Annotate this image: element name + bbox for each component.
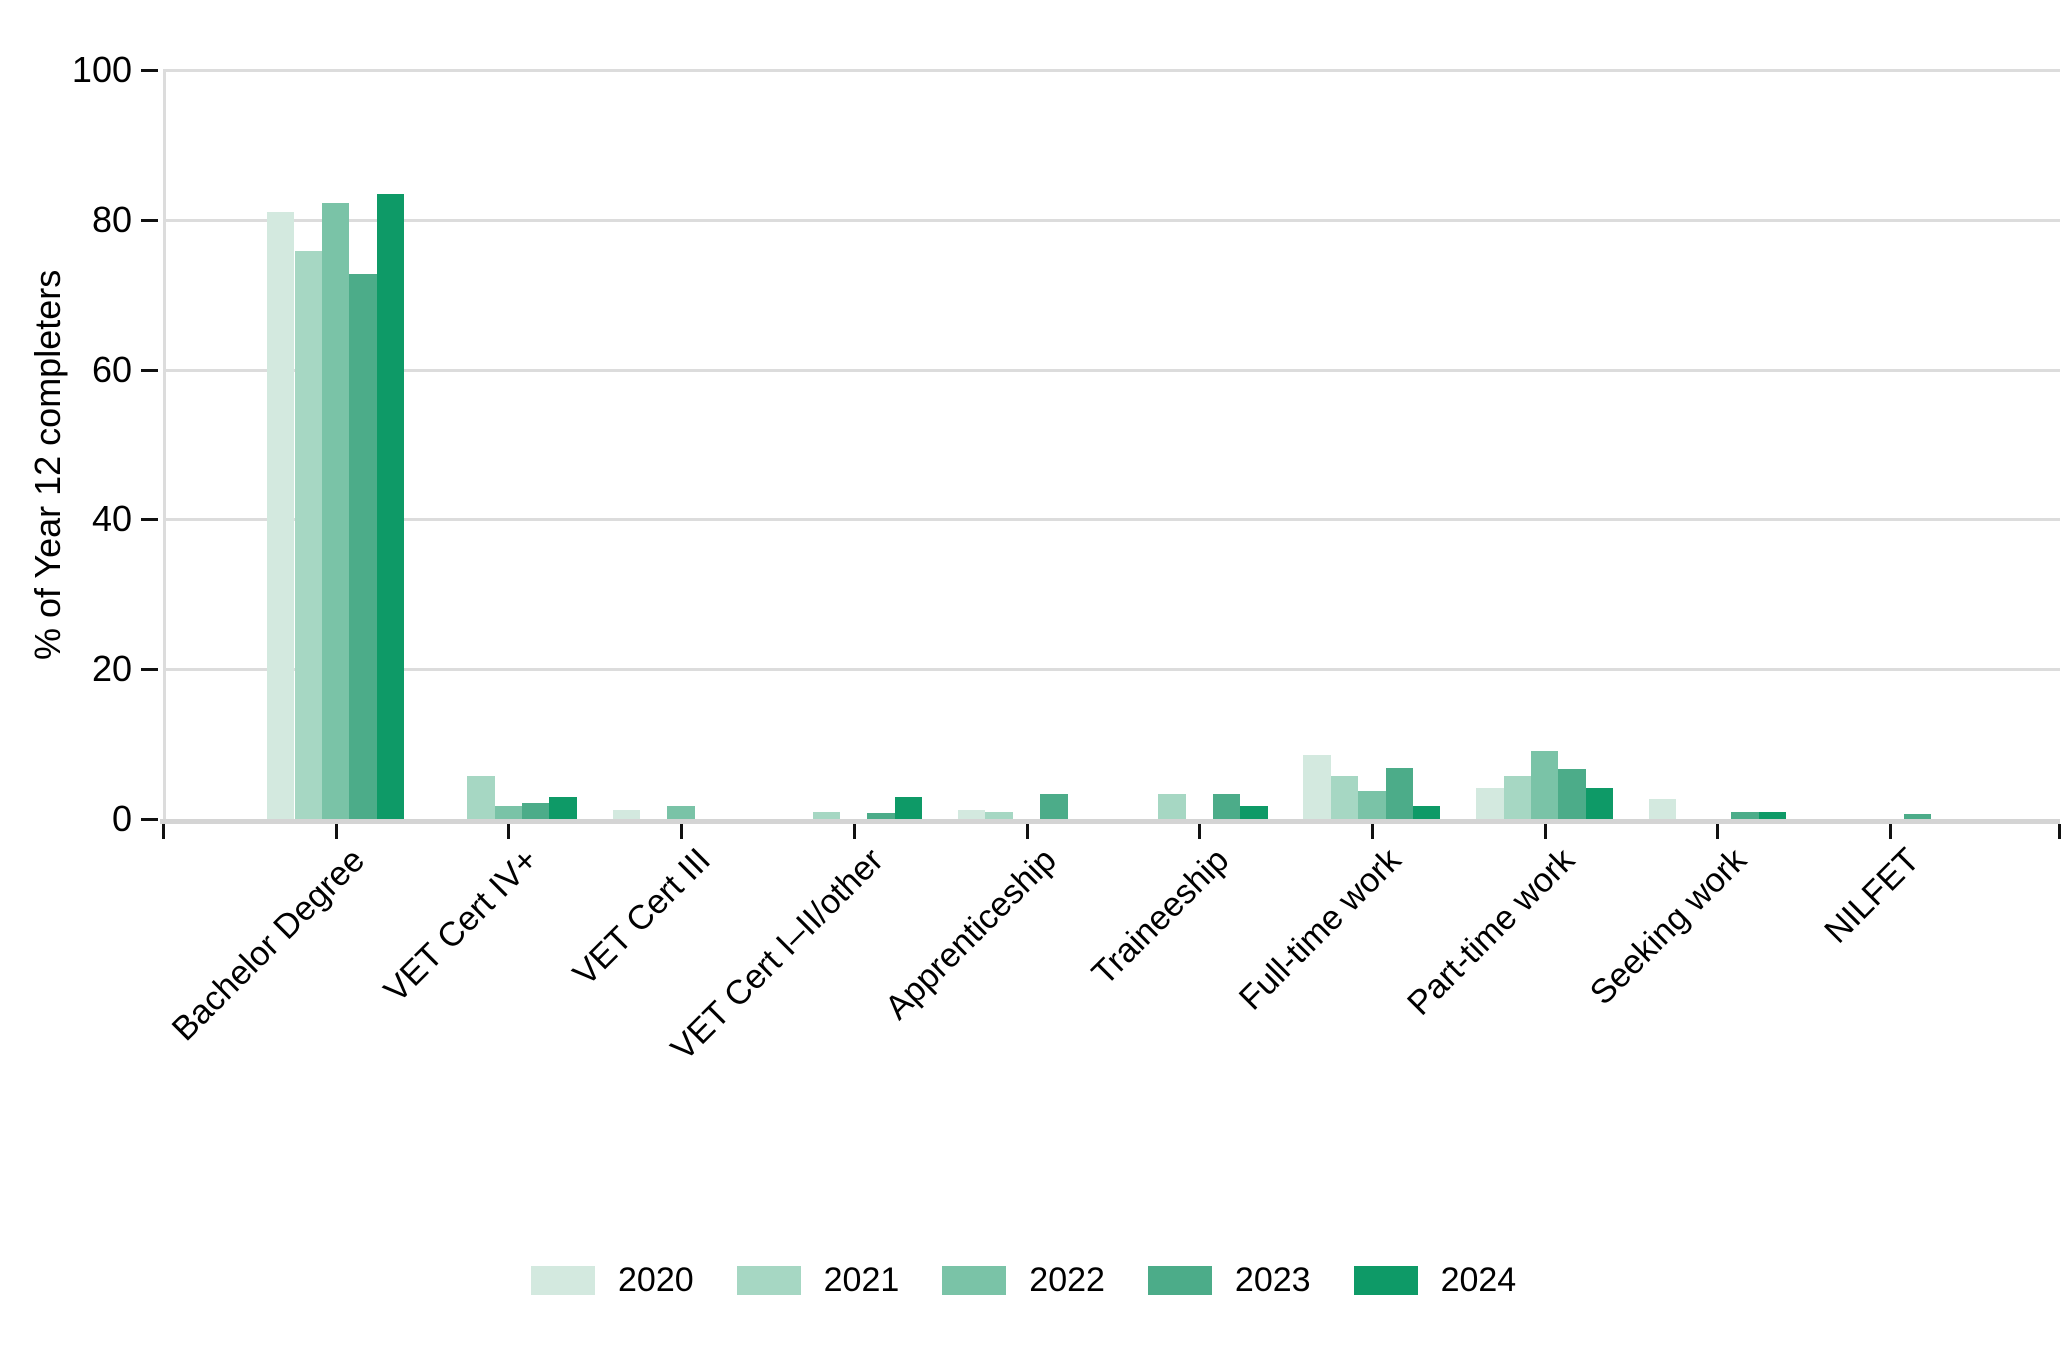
y-tick-label-40: 40 bbox=[91, 498, 132, 540]
bar-2024-vet-cert-iv- bbox=[549, 797, 577, 819]
bar-2023-full-time-work bbox=[1385, 768, 1414, 819]
x-axis-tick-10 bbox=[1889, 824, 1893, 839]
bar-2023-seeking-work bbox=[1731, 812, 1759, 819]
y-axis-tick-60 bbox=[141, 368, 158, 372]
y-tick-label-20: 20 bbox=[91, 648, 132, 690]
x-axis-tick-2 bbox=[507, 824, 511, 839]
legend-label-2023: 2023 bbox=[1234, 1261, 1311, 1299]
bar-2023-nilfet bbox=[1903, 814, 1932, 819]
bar-2023-traineeship bbox=[1212, 794, 1241, 819]
y-axis-tick-20 bbox=[141, 668, 158, 672]
legend-swatch-2022 bbox=[942, 1265, 1007, 1295]
y-axis-tick-100 bbox=[141, 69, 158, 72]
legend-label-2021: 2021 bbox=[823, 1261, 900, 1299]
bar-2023-part-time-work bbox=[1558, 769, 1586, 819]
x-category-label: Apprenticeship bbox=[877, 841, 1064, 1027]
gridline-20 bbox=[163, 668, 2060, 672]
bar-2024-bachelor-degree bbox=[376, 194, 405, 819]
legend-swatch-2020 bbox=[531, 1265, 595, 1295]
bar-2022-vet-cert-iv- bbox=[494, 806, 523, 819]
y-tick-label-60: 60 bbox=[91, 348, 132, 390]
x-axis-tick-5 bbox=[1025, 824, 1029, 839]
bar-2021-traineeship bbox=[1158, 794, 1186, 819]
x-axis-tick-6 bbox=[1198, 824, 1202, 839]
bar-2021-bachelor-degree bbox=[294, 251, 322, 819]
bar-2021-vet-cert-i-ii-other bbox=[812, 812, 841, 819]
legend-entry-2021: 2021 bbox=[736, 1261, 900, 1299]
x-axis-tick-8 bbox=[1543, 824, 1547, 839]
x-category-label: VET Cert IV+ bbox=[376, 841, 546, 1010]
x-category-label: Traineeship bbox=[1084, 841, 1237, 993]
gridline-100 bbox=[163, 69, 2060, 72]
legend-entry-2023: 2023 bbox=[1147, 1261, 1311, 1299]
legend-swatch-2023 bbox=[1147, 1265, 1212, 1295]
legend-entry-2020: 2020 bbox=[531, 1263, 694, 1297]
bar-2020-apprenticeship bbox=[958, 810, 986, 819]
y-tick-label-100: 100 bbox=[71, 49, 132, 90]
bar-2024-seeking-work bbox=[1758, 812, 1786, 819]
x-category-label: VET Cert III bbox=[565, 841, 718, 994]
bar-2022-bachelor-degree bbox=[321, 203, 350, 819]
x-axis-tick-9 bbox=[1716, 824, 1720, 839]
gridline-60 bbox=[163, 368, 2060, 372]
bar-2022-part-time-work bbox=[1531, 751, 1559, 819]
bar-2023-bachelor-degree bbox=[349, 274, 377, 819]
y-axis-tick-0 bbox=[141, 818, 158, 821]
legend-label-2020: 2020 bbox=[618, 1261, 694, 1299]
x-category-label: Seeking work bbox=[1583, 841, 1755, 1013]
bar-2021-apprenticeship bbox=[985, 812, 1013, 819]
x-category-label: Part-time work bbox=[1399, 841, 1582, 1023]
legend-entry-2024: 2024 bbox=[1353, 1261, 1517, 1299]
bar-2024-part-time-work bbox=[1585, 788, 1614, 819]
x-category-label: NILFET bbox=[1817, 841, 1928, 951]
bar-2021-vet-cert-iv- bbox=[467, 776, 495, 819]
x-axis-tick-start bbox=[162, 824, 165, 839]
bar-2024-traineeship bbox=[1240, 806, 1268, 819]
bar-2020-vet-cert-iii bbox=[612, 810, 640, 819]
bar-2023-apprenticeship bbox=[1040, 794, 1068, 819]
legend-entry-2022: 2022 bbox=[942, 1263, 1105, 1297]
plot-left-border bbox=[163, 70, 166, 819]
gridline-80 bbox=[163, 218, 2060, 222]
bar-2022-vet-cert-iii bbox=[667, 806, 695, 819]
bar-2022-full-time-work bbox=[1358, 791, 1386, 819]
bar-2020-full-time-work bbox=[1303, 755, 1331, 819]
y-axis-tick-80 bbox=[141, 218, 158, 222]
bar-2020-part-time-work bbox=[1476, 788, 1504, 819]
legend-swatch-2021 bbox=[736, 1265, 801, 1295]
x-axis-tick-1 bbox=[334, 824, 338, 839]
legend: 2020 2021 2022 2023 2024 bbox=[531, 1263, 1516, 1297]
x-category-label: Bachelor Degree bbox=[165, 841, 373, 1049]
bar-2023-vet-cert-iv- bbox=[522, 803, 550, 819]
y-axis-title: % of Year 12 completers bbox=[27, 269, 68, 660]
bar-2024-full-time-work bbox=[1413, 806, 1441, 819]
x-axis-tick-4 bbox=[852, 824, 856, 839]
x-axis-line bbox=[160, 819, 2060, 824]
legend-swatch-2024 bbox=[1353, 1265, 1418, 1295]
x-axis-tick-7 bbox=[1370, 824, 1374, 839]
y-tick-label-0: 0 bbox=[111, 798, 132, 839]
y-axis-tick-40 bbox=[141, 518, 158, 522]
bar-2021-full-time-work bbox=[1330, 776, 1359, 819]
x-axis-tick-end bbox=[2058, 824, 2061, 839]
legend-label-2022: 2022 bbox=[1029, 1261, 1105, 1299]
x-axis-tick-3 bbox=[680, 824, 684, 839]
legend-label-2024: 2024 bbox=[1440, 1261, 1517, 1299]
bar-2024-vet-cert-i-ii-other bbox=[894, 797, 923, 819]
y-tick-label-80: 80 bbox=[91, 198, 132, 240]
bar-2020-bachelor-degree bbox=[267, 212, 295, 819]
x-category-label: Full-time work bbox=[1232, 841, 1409, 1018]
bar-2020-seeking-work bbox=[1648, 799, 1677, 819]
bar-2023-vet-cert-i-ii-other bbox=[867, 813, 895, 819]
gridline-40 bbox=[163, 518, 2060, 522]
bar-2021-part-time-work bbox=[1503, 776, 1531, 819]
